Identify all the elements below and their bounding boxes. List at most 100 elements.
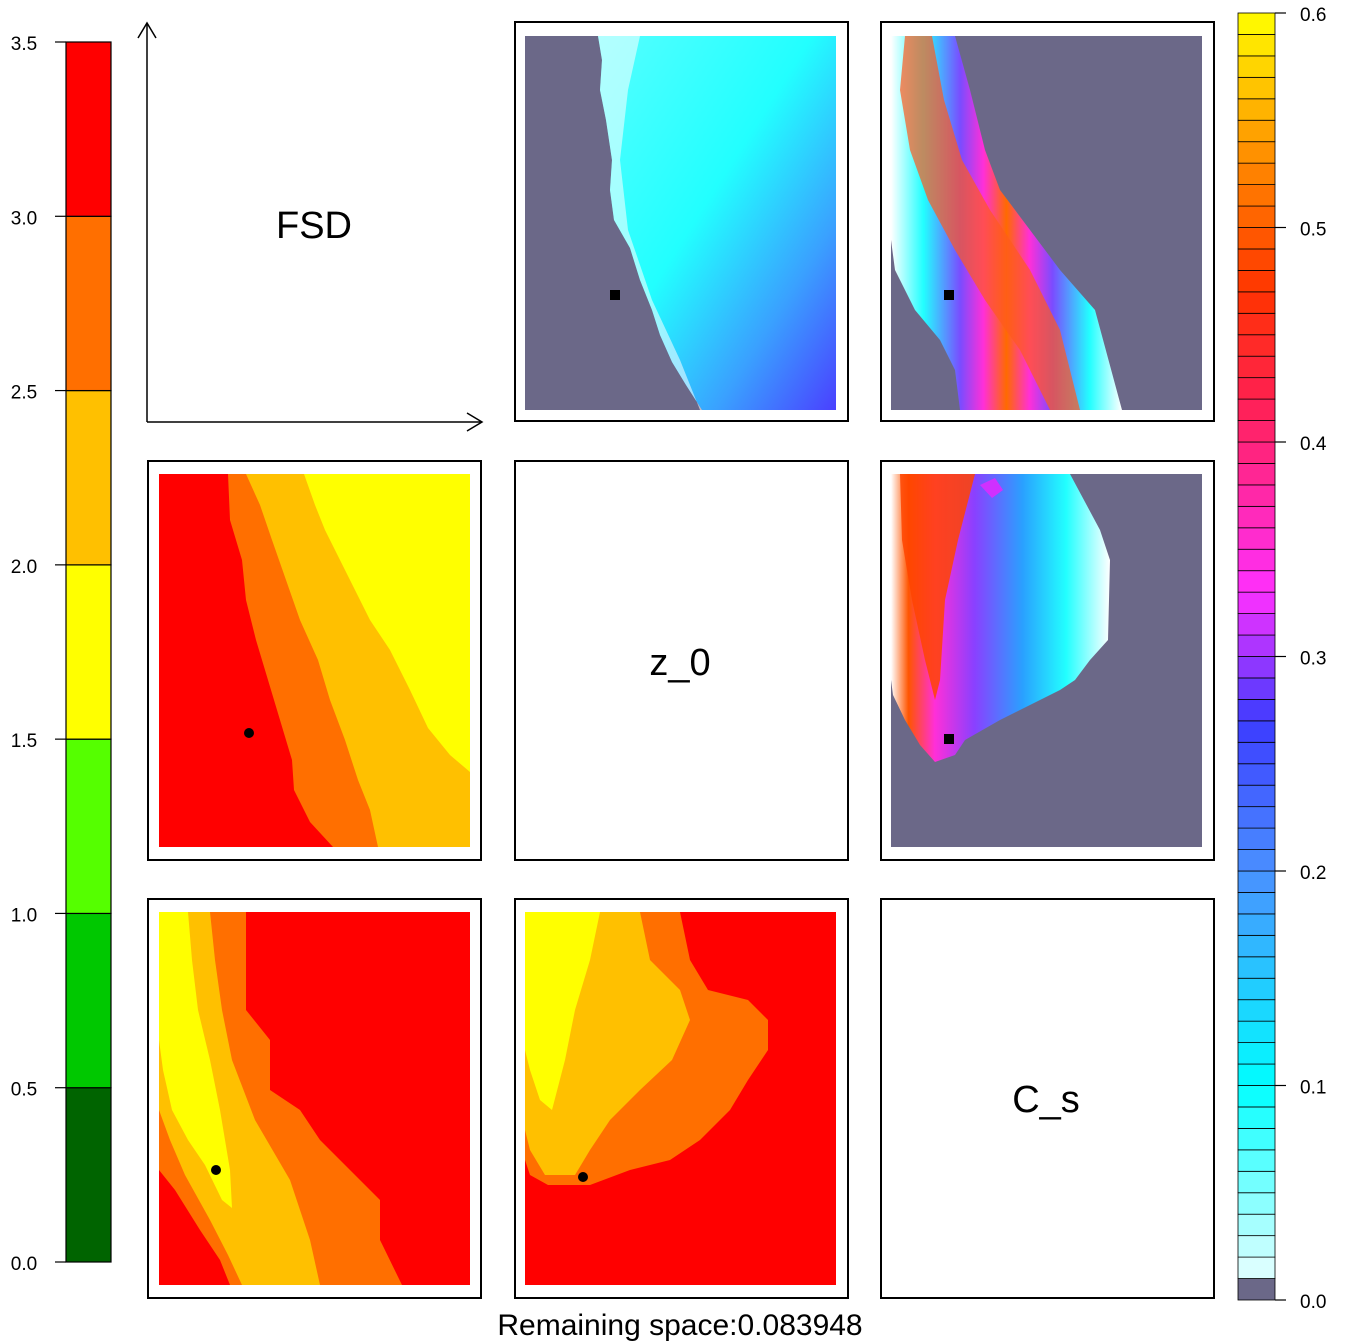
- left-colorbar-tick-label: 3.5: [11, 34, 37, 55]
- right-colorbar-level: [1237, 570, 1276, 593]
- right-colorbar-level: [1237, 441, 1276, 464]
- right-colorbar-level: [1237, 1256, 1276, 1279]
- left-colorbar-tick-label: 2.0: [11, 557, 37, 578]
- best-point-marker: [578, 1172, 588, 1182]
- right-colorbar-tick-label: 0.0: [1300, 1292, 1326, 1313]
- panel-cs-vs-fsd: [159, 912, 470, 1285]
- diag-label-cs: C_s: [1012, 1079, 1080, 1121]
- contour-edge: [598, 36, 702, 410]
- right-colorbar-level: [1237, 227, 1276, 250]
- right-colorbar-level: [1237, 1149, 1276, 1172]
- contour-band-2: [159, 912, 320, 1285]
- right-colorbar-tick-label: 0.6: [1300, 5, 1326, 26]
- ridge-fill: [900, 474, 975, 700]
- right-colorbar-level: [1237, 1213, 1276, 1237]
- right-colorbar-level: [1237, 720, 1276, 743]
- left-colorbar-bin: [65, 215, 112, 392]
- contour-band-1: [159, 912, 232, 1208]
- best-point-marker: [944, 290, 954, 300]
- panel-fsd-label: FSD: [137, 21, 484, 432]
- right-colorbar-level: [1237, 12, 1276, 35]
- right-colorbar-level: [1237, 119, 1276, 143]
- panel-fsd-vs-z0: [525, 36, 836, 410]
- right-colorbar-level: [1237, 98, 1276, 121]
- right-colorbar-level: [1237, 334, 1276, 357]
- right-colorbar-level: [1237, 1106, 1276, 1129]
- remaining-space-caption: Remaining space:0.083948: [497, 1309, 862, 1341]
- panel-cs-label: C_s: [1012, 1079, 1080, 1121]
- right-colorbar-level: [1237, 1278, 1276, 1301]
- left-colorbar-bin: [65, 389, 112, 566]
- left-colorbar-tick-label: 2.5: [11, 383, 37, 404]
- right-colorbar-level: [1237, 141, 1276, 164]
- left-colorbar-bin: [65, 564, 112, 740]
- contour-band-1: [304, 474, 470, 772]
- peak-patch: [980, 478, 1003, 498]
- panel-frame: [880, 898, 1215, 1299]
- right-colorbar-level: [1237, 76, 1276, 100]
- right-colorbar-level: [1237, 806, 1276, 829]
- left-colorbar-bin: [65, 738, 112, 915]
- right-colorbar-level: [1237, 892, 1276, 915]
- right-colorbar-tick-label: 0.5: [1300, 220, 1326, 241]
- right-colorbar-level: [1237, 591, 1276, 615]
- right-colorbar-level: [1237, 999, 1276, 1022]
- right-colorbar-level: [1237, 377, 1276, 400]
- right-colorbar-level: [1237, 784, 1276, 808]
- right-colorbar-level: [1237, 934, 1276, 958]
- right-colorbar-level: [1237, 913, 1276, 936]
- best-point-marker: [244, 728, 254, 738]
- left-colorbar-bin: [65, 912, 112, 1089]
- best-point-marker: [610, 290, 620, 300]
- right-colorbar-level: [1237, 355, 1276, 379]
- right-colorbar-tick-label: 0.2: [1300, 863, 1326, 884]
- x-arrow-icon: [466, 412, 484, 432]
- right-colorbar: 0.0 0.1 0.2 0.3 0.4 0.5 0.6: [1237, 5, 1327, 1313]
- y-arrow-icon: [137, 21, 157, 39]
- right-colorbar-level: [1237, 1128, 1276, 1151]
- best-point-marker: [944, 734, 954, 744]
- right-colorbar-level: [1237, 977, 1276, 1001]
- right-colorbar-tick-label: 0.3: [1300, 649, 1326, 670]
- right-colorbar-level: [1237, 699, 1276, 722]
- right-colorbar-level: [1237, 1170, 1276, 1194]
- right-colorbar-level: [1237, 291, 1276, 314]
- right-colorbar-level: [1237, 1192, 1276, 1215]
- right-colorbar-tick-label: 0.4: [1300, 434, 1327, 455]
- right-colorbar-level: [1237, 312, 1276, 336]
- panel-fsd-vs-cs: [891, 36, 1202, 410]
- right-colorbar-level: [1237, 269, 1276, 293]
- right-colorbar-level: [1237, 205, 1276, 228]
- left-colorbar: 0.0 0.5 1.0 1.5 2.0 2.5 3.0 3.5: [11, 34, 112, 1275]
- ridge-fill: [900, 36, 1080, 410]
- right-colorbar-level: [1237, 1235, 1276, 1258]
- right-colorbar-level: [1237, 484, 1276, 507]
- left-colorbar-tick-label: 0.5: [11, 1080, 37, 1101]
- right-colorbar-level: [1237, 827, 1276, 850]
- panel-z0-label: z_0: [649, 642, 710, 684]
- right-colorbar-level: [1237, 55, 1276, 78]
- left-colorbar-bin: [65, 41, 112, 217]
- panel-frame: [514, 460, 849, 861]
- right-colorbar-level: [1237, 763, 1276, 786]
- right-colorbar-level: [1237, 677, 1276, 700]
- right-colorbar-tick-label: 0.1: [1300, 1078, 1326, 1099]
- right-colorbar-level: [1237, 1085, 1276, 1108]
- right-colorbar-level: [1237, 162, 1276, 185]
- right-colorbar-level: [1237, 184, 1276, 207]
- left-colorbar-tick-label: 0.0: [11, 1254, 37, 1275]
- right-colorbar-level: [1237, 527, 1276, 550]
- left-colorbar-bin: [65, 1087, 112, 1263]
- right-colorbar-level: [1237, 634, 1276, 657]
- panel-cs-vs-z0: [525, 912, 836, 1285]
- right-colorbar-level: [1237, 613, 1276, 636]
- left-colorbar-tick-label: 1.5: [11, 731, 37, 752]
- right-colorbar-level: [1237, 398, 1276, 421]
- right-colorbar-level: [1237, 548, 1276, 572]
- right-colorbar-level: [1237, 463, 1276, 486]
- diag-label-z0: z_0: [649, 642, 710, 684]
- right-colorbar-level: [1237, 1020, 1276, 1044]
- right-colorbar-level: [1237, 741, 1276, 765]
- panel-z0-vs-cs: [891, 474, 1202, 847]
